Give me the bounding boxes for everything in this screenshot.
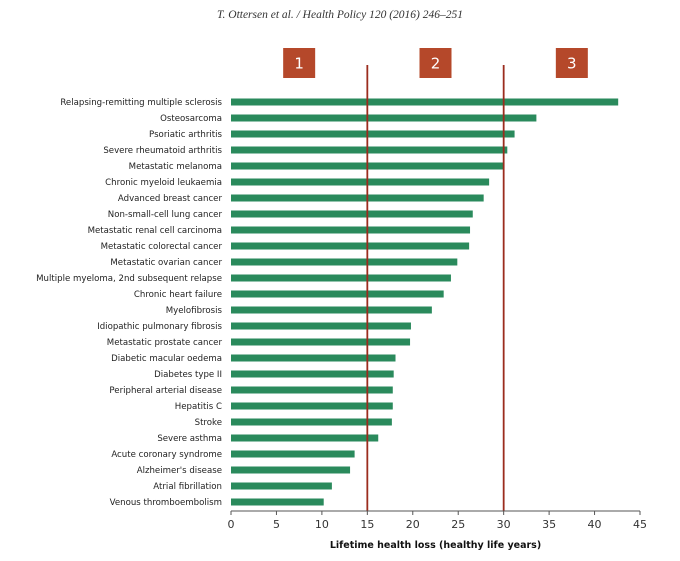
category-label: Metastatic melanoma	[129, 162, 222, 172]
category-label: Peripheral arterial disease	[109, 386, 222, 396]
bar	[231, 114, 537, 122]
category-label: Venous thromboembolism	[110, 498, 222, 508]
category-label: Diabetic macular oedema	[111, 354, 222, 364]
bar	[231, 354, 396, 362]
journal-citation-header: T. Ottersen et al. / Health Policy 120 (…	[216, 9, 464, 21]
bar	[231, 434, 379, 442]
category-label: Hepatitis C	[175, 402, 222, 412]
category-label: Atrial fibrillation	[153, 482, 222, 492]
category-label: Non-small-cell lung cancer	[108, 210, 223, 220]
x-tick-label: 25	[451, 518, 465, 531]
x-tick-label: 5	[273, 518, 280, 531]
bar	[231, 370, 394, 378]
category-labels: Relapsing-remitting multiple sclerosis Os…	[36, 98, 222, 508]
category-label: Chronic myeloid leukaemia	[105, 178, 222, 188]
bar	[231, 466, 351, 474]
bar	[231, 306, 432, 314]
zone-box	[283, 48, 316, 78]
x-axis-title: Lifetime health loss (healthy life years…	[330, 540, 541, 551]
bar	[231, 274, 451, 282]
bar	[231, 226, 471, 234]
x-tick-label: 20	[406, 518, 420, 531]
bar	[231, 386, 393, 394]
category-label: Metastatic ovarian cancer	[110, 258, 222, 268]
bar	[231, 338, 411, 346]
x-tick-label: 0	[228, 518, 235, 531]
bar	[231, 98, 619, 106]
category-label: Myelofibrosis	[166, 306, 223, 316]
bar	[231, 450, 355, 458]
zone-label: 1	[294, 55, 304, 73]
bar	[231, 322, 411, 330]
x-tick-label: 30	[497, 518, 511, 531]
bar	[231, 178, 490, 186]
category-label: Alzheimer's disease	[137, 466, 222, 476]
bar	[231, 258, 458, 266]
bars-group	[231, 98, 619, 506]
category-label: Chronic heart failure	[134, 290, 222, 300]
bar	[231, 210, 473, 218]
x-axis: 0 5 10 15 20 25 30 35 40 45	[228, 510, 647, 531]
threshold-lines	[366, 65, 505, 511]
bar	[231, 290, 444, 298]
category-label: Advanced breast cancer	[118, 194, 223, 204]
x-tick-label: 35	[542, 518, 556, 531]
zone-box	[419, 48, 452, 78]
zone-label: 2	[431, 55, 441, 73]
category-label: Metastatic colorectal cancer	[101, 242, 223, 252]
category-label: Diabetes type II	[154, 370, 222, 380]
category-label: Multiple myeloma, 2nd subsequent relapse	[36, 274, 222, 284]
x-tick-label: 40	[588, 518, 602, 531]
zone-box	[555, 48, 588, 78]
category-label: Idiopathic pulmonary fibrosis	[97, 322, 222, 332]
category-label: Severe rheumatoid arthritis	[103, 146, 222, 156]
category-label: Psoriatic arthritis	[149, 130, 222, 140]
bar	[231, 402, 393, 410]
x-tick-label: 15	[360, 518, 374, 531]
bar	[231, 194, 484, 202]
bar	[231, 498, 324, 506]
bar	[231, 242, 470, 250]
category-label: Metastatic renal cell carcinoma	[88, 226, 222, 236]
zone-markers: 1 2 3	[283, 48, 588, 78]
category-label: Relapsing-remitting multiple sclerosis	[60, 98, 222, 108]
zone-label: 3	[567, 55, 577, 73]
x-tick-label: 10	[315, 518, 329, 531]
category-label: Stroke	[195, 418, 222, 428]
category-label: Osteosarcoma	[160, 114, 222, 124]
bar	[231, 418, 392, 426]
bar	[231, 482, 332, 490]
x-tick-label: 45	[633, 518, 647, 531]
bar	[231, 146, 508, 154]
bar	[231, 130, 515, 138]
category-label: Severe asthma	[157, 434, 222, 444]
category-label: Metastatic prostate cancer	[107, 338, 223, 348]
category-label: Acute coronary syndrome	[111, 450, 222, 460]
